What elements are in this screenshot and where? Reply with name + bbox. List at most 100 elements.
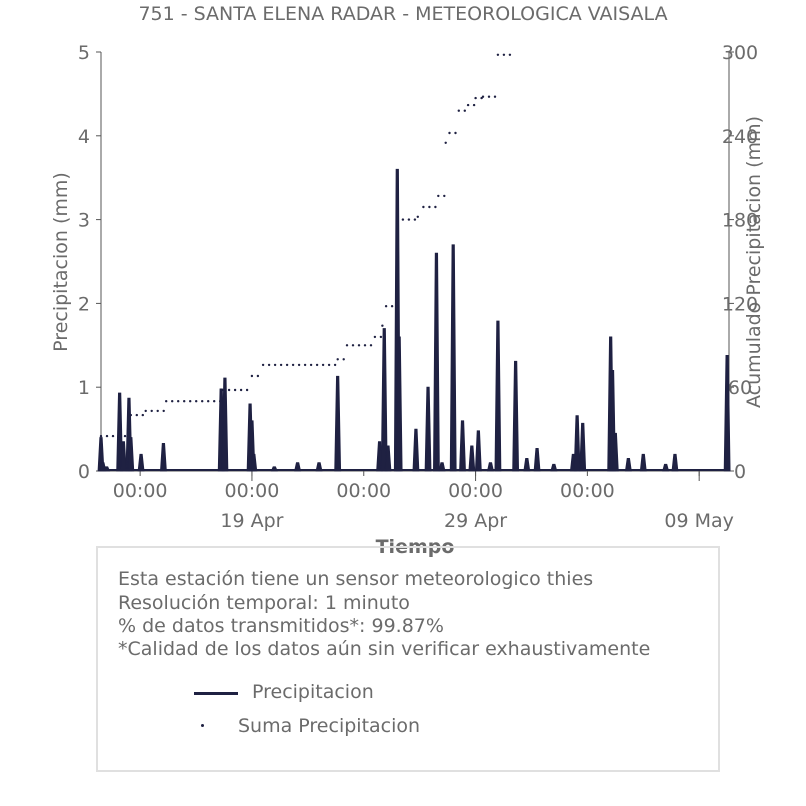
cumulative-point [428, 205, 431, 209]
precip-spike [433, 252, 440, 472]
cumulative-point [379, 335, 383, 339]
cumulative-point [279, 363, 283, 367]
y-tick-label-right: 120 [722, 293, 758, 315]
precip-spike [639, 453, 647, 472]
cumulative-point [309, 363, 313, 367]
cumulative-point [463, 109, 466, 112]
precip-spike [334, 375, 342, 472]
precip-spike [512, 360, 520, 472]
info-resolution: Resolución temporal: 1 minuto [118, 592, 410, 614]
cumulative-point [227, 388, 231, 392]
info-sensor: Esta estación tiene un sensor meteorolog… [118, 568, 594, 590]
cumulative-point [183, 400, 186, 403]
cumulative-point [454, 131, 457, 135]
y-tick-label-left: 2 [78, 293, 90, 315]
cumulative-point [333, 363, 337, 367]
cumulative-point [162, 409, 165, 413]
cumulative-point [342, 358, 345, 361]
info-quality-note: *Calidad de los datos aún sin verificar … [118, 638, 651, 660]
cumulative-point [466, 103, 470, 107]
cumulative-point [381, 324, 384, 327]
cumulative-point [150, 409, 153, 413]
cumulative-point [285, 363, 289, 367]
precip-spike [494, 320, 502, 472]
cumulative-point [444, 141, 447, 144]
x-tick-label-date: 19 Apr [220, 510, 283, 532]
cumulative-point [422, 205, 425, 209]
cumulative-point [256, 374, 260, 378]
cumulative-point [401, 218, 405, 221]
y-tick-label-right: 60 [728, 377, 752, 399]
cumulative-point [303, 363, 307, 367]
y-tick-label-right: 180 [722, 210, 758, 232]
cumulative-point [291, 363, 295, 367]
cumulative-point [363, 344, 367, 347]
precip-spike [468, 445, 476, 472]
info-box: Esta estación tiene un sensor meteorolog… [96, 546, 720, 772]
cumulative-point [336, 358, 339, 361]
y-tick-label-right: 300 [722, 42, 758, 64]
cumulative-point [201, 400, 204, 403]
x-tick-label-time: 00:00 [113, 480, 168, 502]
y-axis-title-right: Acumulado Precipitacion (mm) [743, 116, 765, 408]
precip-spike [424, 386, 432, 472]
cumulative-point [448, 131, 451, 135]
cumulative-point [373, 335, 377, 339]
precip-spike [474, 430, 482, 472]
cumulative-point [502, 53, 506, 56]
cumulative-point [443, 194, 446, 198]
precip-spike [671, 453, 679, 472]
cumulative-point [327, 363, 331, 367]
cumulative-point [250, 374, 254, 378]
cumulative-point [315, 363, 319, 367]
legend-line-icon [194, 692, 238, 695]
cumulative-point [267, 363, 271, 367]
cumulative-point [177, 400, 180, 403]
precip-spike [579, 422, 587, 472]
cumulative-point [496, 53, 500, 56]
cumulative-point [481, 95, 485, 98]
cumulative-point [233, 388, 237, 392]
cumulative-point [437, 194, 440, 198]
cumulative-point [213, 400, 216, 403]
cumulative-point [416, 215, 419, 218]
cumulative-point [105, 434, 109, 438]
y-tick-label-left: 3 [78, 210, 90, 232]
y-tick-label-left: 4 [78, 126, 90, 148]
cumulative-point [99, 434, 103, 438]
cumulative-point [297, 363, 301, 367]
cumulative-point [396, 221, 399, 224]
cumulative-point [487, 95, 491, 98]
precipitation-chart: 0 1 2 3 4 5 0 60 120 180 240 300 00:00 00:00 00:00 00:0… [50, 42, 765, 558]
cumulative-point [472, 103, 476, 107]
cumulative-point [195, 400, 198, 403]
precip-spike [533, 447, 541, 472]
cumulative-point [171, 400, 174, 403]
cumulative-point [474, 96, 477, 100]
precip-spike [412, 428, 420, 472]
cumulative-point [165, 400, 168, 403]
cumulative-point [390, 305, 394, 308]
legend-label-suma: Suma Precipitacion [238, 715, 421, 737]
y-tick-label-left: 5 [78, 42, 90, 64]
cumulative-point [135, 413, 138, 417]
x-tick-label-time: 00:00 [225, 480, 280, 502]
cumulative-point [189, 400, 192, 403]
info-transmitted: % de datos transmitidos*: 99.87% [118, 615, 444, 637]
cumulative-point [345, 344, 349, 347]
cumulative-point [357, 344, 361, 347]
x-tick-label-time: 00:00 [560, 480, 615, 502]
cumulative-point [144, 409, 147, 413]
legend-dot-icon [201, 724, 204, 727]
precip-spike [137, 453, 145, 472]
cumulative-point [413, 218, 417, 221]
cumulative-point [129, 413, 132, 417]
y-tick-label-right: 0 [734, 461, 746, 483]
cumulative-point [261, 363, 265, 367]
x-tick-label-time: 00:00 [448, 480, 503, 502]
cumulative-point [221, 388, 225, 392]
precip-spike [573, 415, 581, 472]
y-tick-label-left: 0 [78, 461, 90, 483]
cumulative-point [457, 109, 460, 112]
cumulative-point [434, 205, 437, 209]
